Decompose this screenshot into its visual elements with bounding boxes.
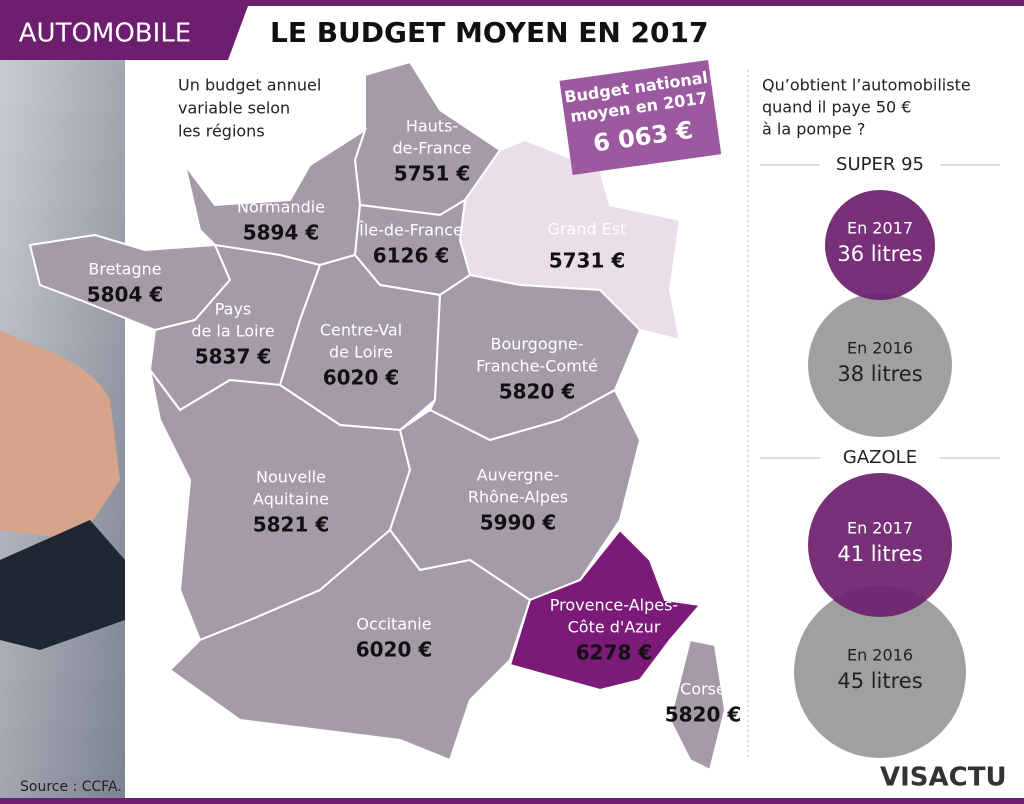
region-name: Rhône-Alpes (468, 488, 568, 507)
circle-amount: 41 litres (837, 542, 922, 566)
map (28, 60, 727, 772)
region (278, 253, 442, 432)
region-name: Franche-Comté (476, 357, 598, 376)
region-value: 6126 € (373, 244, 450, 268)
region-name: de Loire (329, 343, 393, 362)
region-value: 6020 € (323, 366, 400, 390)
sidebar: SUPER 95 En 2017 36 litres En 2016 38 litres… (760, 154, 1000, 758)
region-value: 6278 € (576, 641, 653, 665)
hand (0, 330, 120, 540)
question: à la pompe ? (762, 120, 865, 139)
region-value: 5990 € (480, 511, 557, 535)
circle-amount: 38 litres (837, 362, 922, 386)
region-name: Nouvelle (256, 468, 326, 487)
circle-year: En 2016 (847, 339, 913, 358)
subtitle: variable selon (178, 99, 290, 118)
region-name: Centre-Val (320, 321, 402, 340)
region-name: Aquitaine (253, 490, 329, 509)
category: AUTOMOBILE (19, 19, 191, 49)
region (168, 528, 532, 762)
region-name: de la Loire (191, 322, 274, 341)
circle-year: En 2017 (847, 519, 913, 538)
region (668, 638, 727, 772)
circle-year: En 2017 (847, 219, 913, 238)
logo: VISACTU (880, 763, 1007, 793)
region-value: 5894 € (243, 221, 320, 245)
region-value: 5820 € (499, 380, 576, 404)
region-name: Côte d'Azur (568, 618, 661, 637)
region-name: Grand Est (548, 220, 627, 239)
region-labels: Hauts-de-France 5751 € Grand Est 5731 € Norm… (87, 117, 742, 727)
circle-amount: 36 litres (837, 242, 922, 266)
region-value: 6020 € (356, 638, 433, 662)
circle-year: En 2016 (847, 646, 913, 665)
region-name: Hauts- (406, 117, 458, 136)
region-name: Île-de-France (358, 221, 463, 240)
litre-circle (794, 586, 966, 758)
region-name: Occitanie (356, 615, 431, 634)
source: Source : CCFA. (20, 779, 122, 795)
region-name: de-France (393, 139, 472, 158)
section-title: SUPER 95 (836, 154, 924, 175)
section-title: GAZOLE (843, 447, 917, 468)
litre-circle (825, 190, 935, 300)
subtitle: Un budget annuel (178, 76, 321, 95)
national-bg (559, 59, 722, 175)
region-name: Pays (215, 300, 252, 319)
region-name: Normandie (237, 198, 325, 217)
region-name: Bourgogne- (490, 335, 583, 354)
category-tab (0, 6, 248, 60)
region-name: Bretagne (88, 260, 161, 279)
region-value: 5837 € (195, 345, 272, 369)
question: quand il paye 50 € (762, 98, 911, 117)
national-box: Budget national moyen en 2017 6 063 € (559, 59, 722, 175)
region-name: Corse (680, 680, 726, 699)
region-value: 5820 € (665, 703, 742, 727)
litre-circle (808, 293, 952, 437)
bottom-bar (0, 798, 1024, 804)
circle-amount: 45 litres (837, 669, 922, 693)
title: LE BUDGET MOYEN EN 2017 (270, 16, 708, 49)
top-bar (0, 0, 1024, 6)
region-value: 5821 € (253, 513, 330, 537)
nozzle (0, 520, 125, 650)
region-name: Provence-Alpes- (550, 596, 678, 615)
question: Qu’obtient l’automobiliste (762, 76, 971, 95)
region-value: 5731 € (549, 249, 626, 273)
region-value: 5804 € (87, 283, 164, 307)
region-value: 5751 € (394, 162, 471, 186)
subtitle: les régions (178, 122, 265, 141)
region-name: Auvergne- (477, 466, 560, 485)
region (508, 528, 702, 692)
litre-circle (808, 473, 952, 617)
